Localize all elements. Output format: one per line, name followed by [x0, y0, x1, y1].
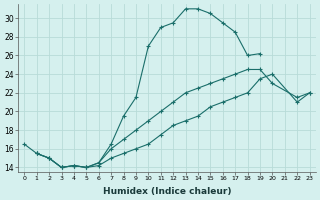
X-axis label: Humidex (Indice chaleur): Humidex (Indice chaleur) [103, 187, 231, 196]
